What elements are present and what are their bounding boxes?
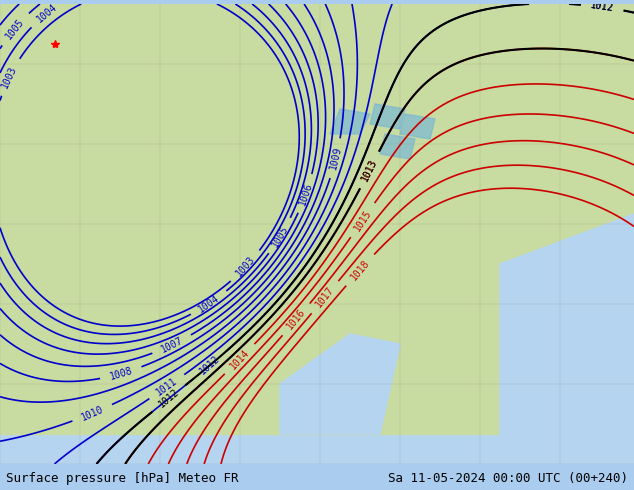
Text: 1005: 1005 — [270, 223, 290, 248]
Text: 1003: 1003 — [0, 64, 19, 90]
Text: 1011: 1011 — [155, 376, 179, 398]
Text: 1012: 1012 — [157, 387, 181, 410]
Text: 1005: 1005 — [3, 16, 26, 41]
Text: 1006: 1006 — [297, 181, 314, 206]
Text: 1004: 1004 — [197, 293, 222, 314]
Polygon shape — [380, 134, 415, 159]
Text: 1012: 1012 — [198, 354, 222, 377]
Polygon shape — [280, 334, 400, 434]
Polygon shape — [400, 114, 435, 139]
Text: Surface pressure [hPa] Meteo FR: Surface pressure [hPa] Meteo FR — [6, 472, 239, 485]
Polygon shape — [500, 214, 634, 464]
Polygon shape — [0, 4, 634, 434]
Text: 1007: 1007 — [159, 335, 184, 355]
Text: 1017: 1017 — [314, 285, 336, 310]
Text: 1012: 1012 — [590, 0, 614, 14]
Text: 1013: 1013 — [360, 157, 379, 183]
Text: 1010: 1010 — [80, 404, 105, 422]
Text: 1009: 1009 — [328, 146, 344, 171]
Text: 1013: 1013 — [360, 157, 379, 183]
Text: 1004: 1004 — [35, 2, 60, 24]
Text: 1003: 1003 — [235, 254, 257, 278]
Text: Sa 11-05-2024 00:00 UTC (00+240): Sa 11-05-2024 00:00 UTC (00+240) — [387, 472, 628, 485]
Text: 1012: 1012 — [590, 0, 614, 14]
Polygon shape — [0, 4, 634, 464]
Polygon shape — [370, 104, 405, 129]
Polygon shape — [330, 109, 370, 134]
Text: 1015: 1015 — [352, 208, 373, 233]
Text: 1018: 1018 — [349, 258, 372, 282]
Text: 1008: 1008 — [108, 366, 134, 382]
Text: 1014: 1014 — [228, 347, 251, 371]
Text: 1016: 1016 — [285, 307, 307, 332]
